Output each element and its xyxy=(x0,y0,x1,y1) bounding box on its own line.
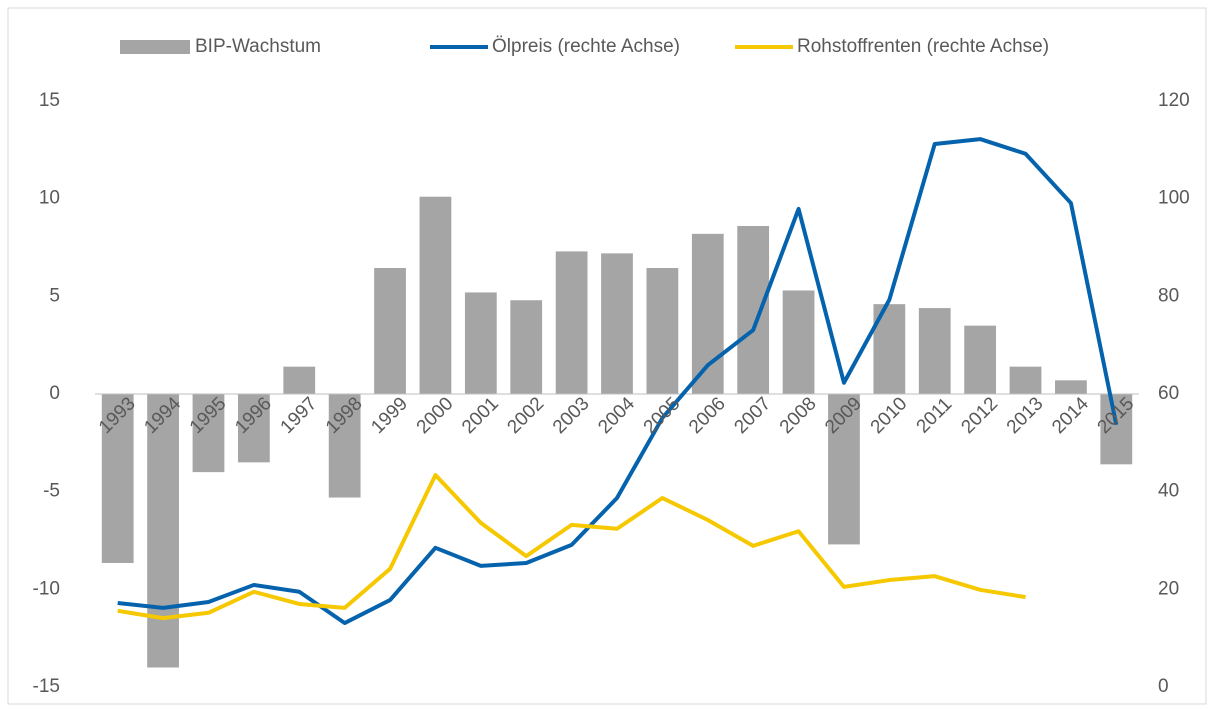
bar xyxy=(328,394,361,498)
y2-tick-label: 0 xyxy=(1158,676,1169,697)
legend-swatch xyxy=(120,40,190,54)
bar xyxy=(374,268,406,394)
bar xyxy=(601,253,633,394)
y2-tick-label: 20 xyxy=(1158,578,1179,599)
bar xyxy=(283,366,316,394)
y2-tick-label: 120 xyxy=(1158,90,1190,111)
bar xyxy=(237,394,270,463)
bar xyxy=(101,394,134,563)
legend-label: BIP-Wachstum xyxy=(195,36,321,57)
y-tick-label: -15 xyxy=(33,676,60,697)
bar xyxy=(918,308,951,394)
y-tick-label: 15 xyxy=(39,90,60,111)
y2-tick-label: 100 xyxy=(1158,188,1190,209)
bar xyxy=(828,394,860,545)
bar xyxy=(964,325,997,394)
y2-tick-label: 40 xyxy=(1158,481,1179,502)
bar xyxy=(737,226,770,394)
bar xyxy=(646,268,679,394)
y-tick-label: 0 xyxy=(49,383,60,404)
y-tick-label: 5 xyxy=(49,285,60,306)
bar xyxy=(510,300,543,394)
line xyxy=(117,137,1119,626)
bar xyxy=(782,290,815,394)
y-tick-label: -10 xyxy=(33,578,60,599)
bar xyxy=(1009,366,1042,394)
bar xyxy=(464,292,497,394)
bar xyxy=(419,196,452,394)
legend-label: Rohstoffrenten (rechte Achse) xyxy=(797,36,1049,57)
y-tick-label: 10 xyxy=(39,188,60,209)
y2-tick-label: 60 xyxy=(1158,383,1179,404)
bar xyxy=(1100,394,1133,465)
line xyxy=(117,473,1026,621)
legend-label: Ölpreis (rechte Achse) xyxy=(492,36,680,57)
bar xyxy=(1055,380,1087,394)
bar xyxy=(192,394,225,473)
bar xyxy=(555,251,588,394)
y2-tick-label: 80 xyxy=(1158,285,1179,306)
bar xyxy=(691,233,724,394)
y-tick-label: -5 xyxy=(43,481,60,502)
bar xyxy=(147,394,179,668)
